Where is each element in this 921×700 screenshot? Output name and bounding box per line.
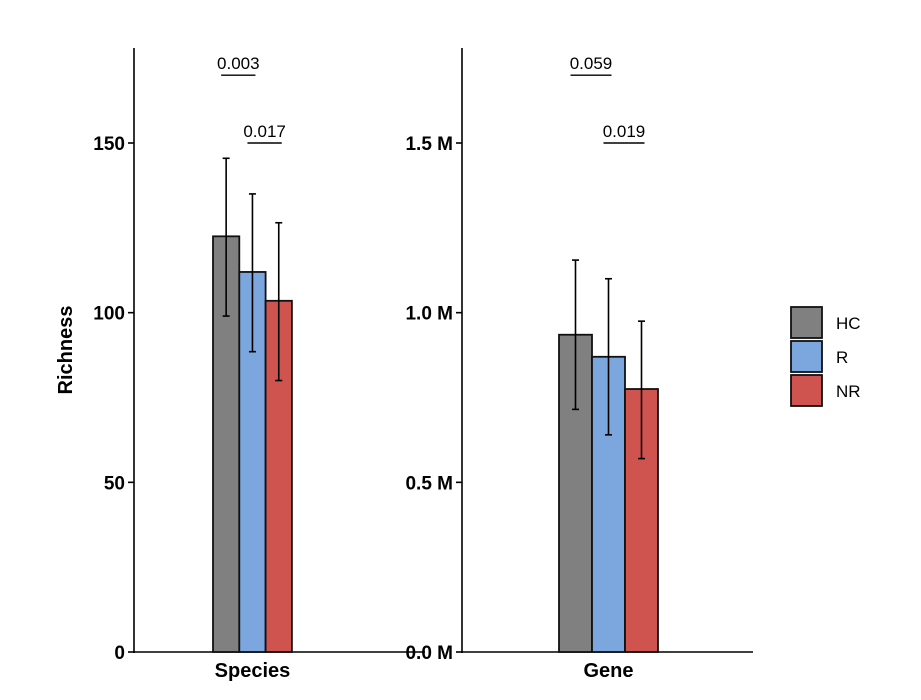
legend-swatch-r (790, 340, 823, 373)
panel-species: 0 50 100 150 Species 0.003 0.017 (93, 48, 425, 682)
legend: HC R NR (790, 306, 861, 407)
y-tick-label: 0.0 M (405, 643, 453, 664)
y-tick-label: 150 (93, 134, 125, 155)
p-value-label: 0.003 (217, 54, 260, 73)
legend-swatch-hc (790, 306, 823, 339)
x-category-label: Species (215, 660, 291, 682)
y-tick-label: 100 (93, 304, 125, 325)
y-tick-label: 50 (104, 473, 125, 494)
p-value-label: 0.059 (570, 54, 613, 73)
y-tick-label: 1.0 M (405, 304, 453, 325)
y-tick-label: 0 (114, 643, 125, 664)
legend-label-r: R (836, 348, 848, 367)
p-value-label: 0.017 (243, 122, 286, 141)
y-axis-label: Richness (55, 306, 77, 395)
legend-swatch-nr (790, 374, 823, 407)
y-tick-label: 1.5 M (405, 134, 453, 155)
x-category-label: Gene (583, 660, 633, 682)
legend-label-hc: HC (836, 314, 861, 333)
p-value-label: 0.019 (603, 122, 646, 141)
y-tick-label: 0.5 M (405, 473, 453, 494)
legend-label-nr: NR (836, 382, 861, 401)
panel-gene: 0.0 M 0.5 M 1.0 M 1.5 M Gene 0.059 0.019 (405, 48, 753, 682)
chart-panels: 0 50 100 150 Species 0.003 0.017 0.0 M 0.5 M 1.0 … (93, 48, 753, 682)
